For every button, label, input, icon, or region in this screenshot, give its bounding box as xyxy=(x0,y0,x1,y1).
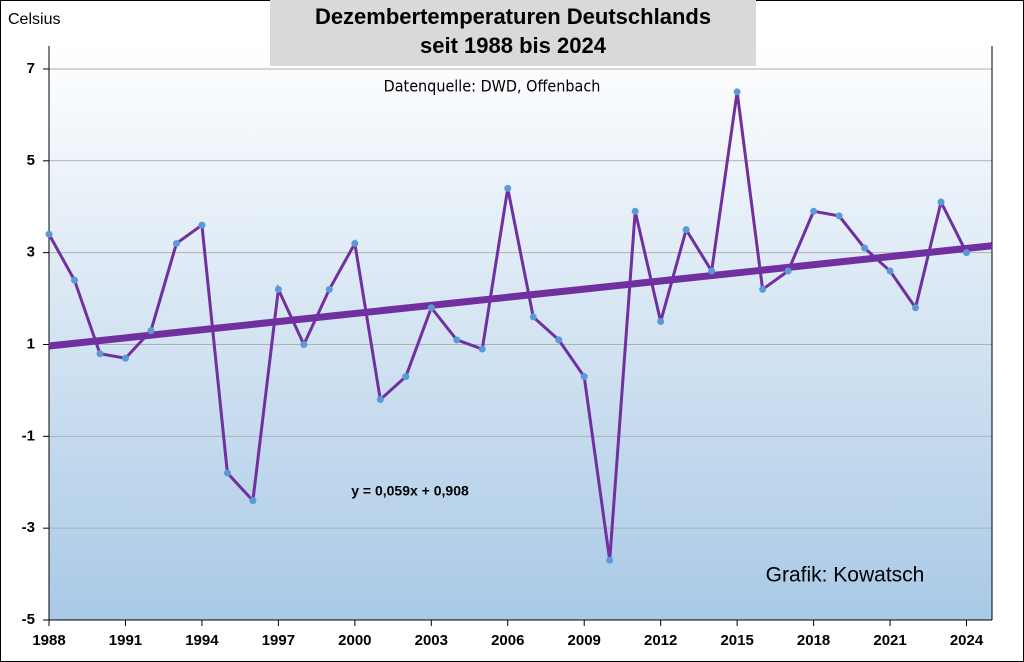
y-axis-label: Celsius xyxy=(8,11,60,28)
data-point xyxy=(402,373,410,381)
y-tick-label: -1 xyxy=(22,427,35,444)
data-point xyxy=(249,497,257,505)
data-point xyxy=(759,285,767,293)
data-point xyxy=(198,221,206,229)
data-point xyxy=(937,198,945,206)
plot-area xyxy=(49,46,992,620)
data-point xyxy=(45,230,53,238)
trend-line xyxy=(48,242,993,350)
y-tick-label: 3 xyxy=(27,244,35,261)
data-point xyxy=(784,267,792,275)
y-tick-label: 1 xyxy=(27,335,35,352)
data-point xyxy=(453,336,461,344)
x-tick-label: 2000 xyxy=(338,632,371,649)
data-point xyxy=(555,336,563,344)
x-tick-label: 1994 xyxy=(185,632,219,649)
data-point xyxy=(682,226,690,234)
x-tick-label: 2006 xyxy=(491,632,524,649)
data-point xyxy=(912,304,920,312)
data-point xyxy=(351,239,359,247)
x-tick-label: 1988 xyxy=(32,632,65,649)
data-point xyxy=(810,207,818,215)
data-point xyxy=(376,396,384,404)
data-point xyxy=(963,249,971,257)
x-tick-label: 1991 xyxy=(109,632,142,649)
chart-title: Dezembertemperaturen Deutschlands xyxy=(315,4,711,29)
data-point xyxy=(300,340,308,348)
data-point xyxy=(631,207,639,215)
data-point xyxy=(223,469,231,477)
x-tick-label: 2003 xyxy=(415,632,448,649)
data-point xyxy=(657,318,665,326)
data-point xyxy=(172,239,180,247)
data-point xyxy=(580,373,588,381)
subtitle: Datenquelle: DWD, Offenbach xyxy=(384,77,601,96)
data-point xyxy=(733,88,741,96)
data-point xyxy=(325,285,333,293)
data-point xyxy=(274,285,282,293)
data-point xyxy=(529,313,537,321)
data-point xyxy=(121,354,129,362)
chart-title: seit 1988 bis 2024 xyxy=(420,33,607,58)
data-point xyxy=(886,267,894,275)
data-point xyxy=(147,327,155,335)
x-tick-label: 2009 xyxy=(568,632,601,649)
annotation: Grafik: Kowatsch xyxy=(766,564,925,587)
data-point xyxy=(835,212,843,220)
data-point xyxy=(96,350,104,358)
x-tick-label: 1997 xyxy=(262,632,295,649)
x-tick-label: 2012 xyxy=(644,632,677,649)
trend-equation: y = 0,059x + 0,908 xyxy=(351,483,469,499)
data-point xyxy=(478,345,486,353)
data-point xyxy=(504,184,512,192)
y-tick-label: 7 xyxy=(27,60,35,77)
title-box xyxy=(270,0,756,66)
data-point xyxy=(708,267,716,275)
x-tick-label: 2015 xyxy=(720,632,753,649)
data-point xyxy=(70,276,78,284)
data-point xyxy=(606,556,614,564)
x-tick-label: 2024 xyxy=(950,632,984,649)
y-tick-label: 5 xyxy=(27,152,35,169)
x-tick-label: 2018 xyxy=(797,632,830,649)
x-tick-label: 2021 xyxy=(873,632,906,649)
y-tick-label: -3 xyxy=(22,519,35,536)
data-point xyxy=(427,304,435,312)
data-point xyxy=(861,244,869,252)
y-tick-label: -5 xyxy=(22,611,35,628)
